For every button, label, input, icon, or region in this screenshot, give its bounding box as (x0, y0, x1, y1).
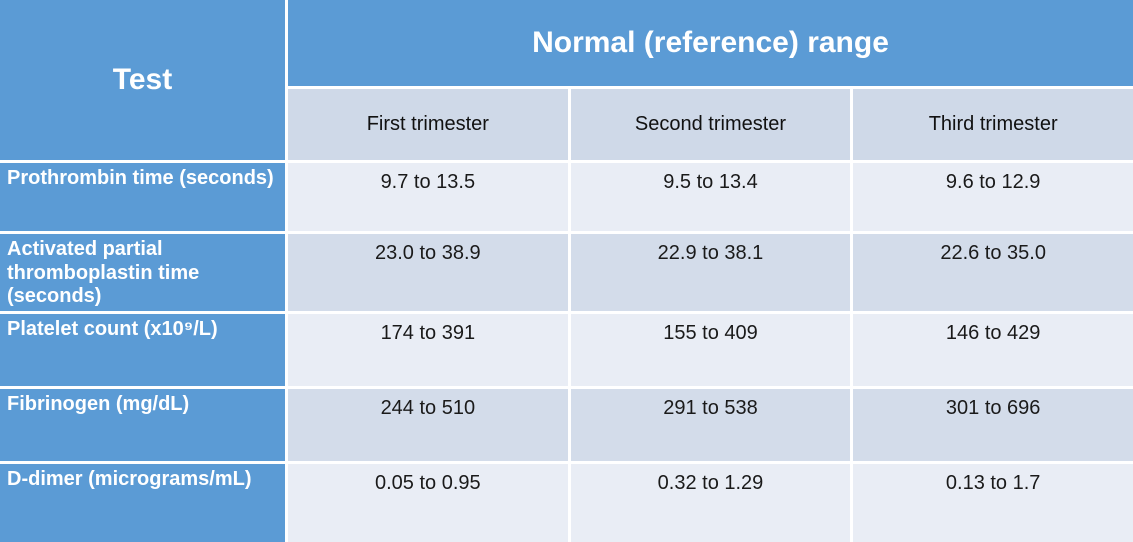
table-cell: 301 to 696 (853, 389, 1133, 461)
column-header-third-trimester: Third trimester (853, 89, 1133, 160)
row-label-activated-partial-thromboplastin-time: Activated partial thromboplastin time (s… (0, 234, 285, 311)
table-cell: 9.6 to 12.9 (853, 163, 1133, 231)
row-label-fibrinogen: Fibrinogen (mg/dL) (0, 389, 285, 461)
table-cell: 155 to 409 (570, 314, 851, 386)
row-label-platelet-count: Platelet count (x10⁹/L) (0, 314, 285, 386)
table-cell: 146 to 429 (853, 314, 1133, 386)
table-cell: 0.05 to 0.95 (288, 464, 568, 542)
column-header-first-trimester: First trimester (288, 89, 568, 160)
table-cell: 174 to 391 (288, 314, 568, 386)
column-header-second-trimester: Second trimester (570, 89, 851, 160)
table-cell: 0.13 to 1.7 (853, 464, 1133, 542)
table-cell: 9.5 to 13.4 (570, 163, 851, 231)
table-cell: 23.0 to 38.9 (288, 234, 568, 311)
table-cell: 291 to 538 (570, 389, 851, 461)
table-cell: 22.6 to 35.0 (853, 234, 1133, 311)
table-cell: 244 to 510 (288, 389, 568, 461)
row-label-prothrombin-time: Prothrombin time (seconds) (0, 163, 285, 231)
banner-normal-reference-range: Normal (reference) range (288, 0, 1133, 86)
table-cell: 0.32 to 1.29 (570, 464, 851, 542)
row-label-d-dimer: D-dimer (micrograms/mL) (0, 464, 285, 542)
table-cell: 22.9 to 38.1 (570, 234, 851, 311)
table-cell: 9.7 to 13.5 (288, 163, 568, 231)
corner-header-test: Test (0, 0, 285, 160)
